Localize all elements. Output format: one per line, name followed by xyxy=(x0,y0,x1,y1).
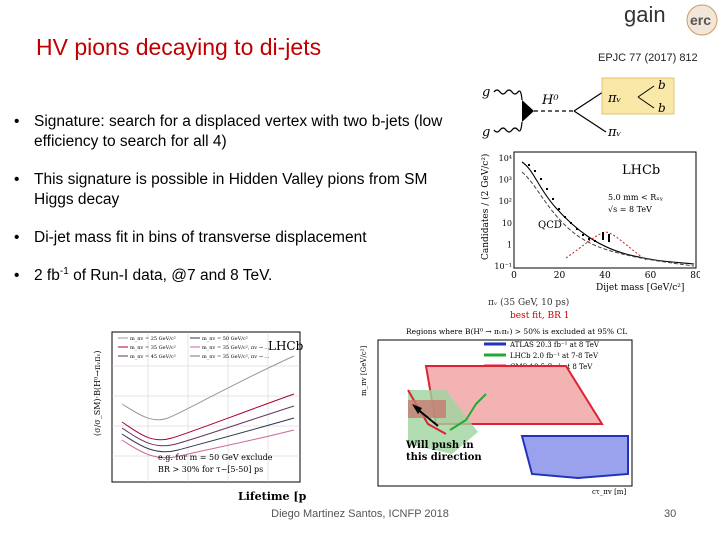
mass-plot-signal-caption: πᵥ (35 GeV, 10 ps) xyxy=(488,298,570,308)
reference-citation: EPJC 77 (2017) 812 xyxy=(598,52,698,64)
bullet-list: • Signature: search for a displaced verte… xyxy=(14,112,464,304)
piv-bottom-label: πᵥ xyxy=(607,125,622,140)
bullet-text: Di-jet mass fit in bins of transverse di… xyxy=(34,229,367,246)
limit-curve-gray xyxy=(121,355,295,421)
bullet-text-pre: 2 fb xyxy=(34,267,60,284)
bullet-text: Signature: search for a displaced vertex… xyxy=(34,113,443,150)
bullet-text-post: of Run-I data, @7 and 8 TeV. xyxy=(68,267,273,284)
limit-curve-purple xyxy=(121,405,295,447)
region-annotation-line2: this direction xyxy=(406,452,482,463)
b-top-line xyxy=(637,85,655,98)
logo-erc-text: erc xyxy=(690,12,711,28)
limit-legend-label: m_πv = 35 GeV/c², πv → ... xyxy=(202,354,270,360)
limit-curve-pink xyxy=(121,429,295,459)
mass-plot-legend-line1: 5.0 mm < Rₓᵧ xyxy=(608,193,663,202)
slide-footer: Diego Martinez Santos, ICNFP 2018 xyxy=(271,508,449,520)
gain-erc-logo: gain erc xyxy=(624,2,718,36)
atlas-excluded-region xyxy=(520,435,629,480)
mass-plot-experiment: LHCb xyxy=(622,163,660,178)
displaced-decay-box xyxy=(601,77,675,115)
mass-data-points-curve xyxy=(521,161,695,265)
region-plot-title: Regions where B(H⁰ → πᵥπᵥ) > 50% is excl… xyxy=(406,327,627,336)
limit-curve-dark xyxy=(121,417,295,453)
mass-xtick-label: 20 xyxy=(554,271,566,281)
erc-circle-icon xyxy=(686,4,718,36)
b-top-label: b xyxy=(658,78,666,92)
bullet-text: This signature is possible in Hidden Val… xyxy=(34,171,428,208)
limit-plot-xlabel: Lifetime [ps] xyxy=(238,490,306,503)
mass-data-markers xyxy=(528,164,610,242)
limit-plot-frame xyxy=(111,331,301,483)
mass-ytick-label: 10³ xyxy=(499,176,512,185)
limit-plot-note-line2: BR > 30% for τ~[5-50] ps xyxy=(158,465,263,474)
region-plot-xlabel: cτ_πv [m] xyxy=(592,488,626,496)
limit-plot-note-line1: e.g. for m = 50 GeV exclude xyxy=(158,453,273,462)
slide-title: HV pions decaying to di-jets xyxy=(36,34,322,60)
mass-plot-yticks: 10⁴ 10³ 10² 10 1 10⁻¹ xyxy=(494,154,512,271)
mass-plot-frame xyxy=(513,151,697,269)
mass-ytick-label: 10² xyxy=(499,197,512,206)
piv-bottom-line xyxy=(573,110,607,133)
limit-plot-experiment: LHCb xyxy=(268,339,304,353)
gluon-top-label: g xyxy=(482,85,490,100)
limit-legend-label: m_πv = 50 GeV/c² xyxy=(202,336,248,342)
mass-ytick-label: 1 xyxy=(507,240,512,249)
mass-xtick-label: 60 xyxy=(645,271,657,281)
limit-legend-label: m_πv = 25 GeV/c² xyxy=(130,336,176,342)
excluded-regions-plot: Regions where B(H⁰ → πᵥπᵥ) > 50% is excl… xyxy=(346,324,644,496)
higgs-label: H⁰ xyxy=(541,93,559,108)
bullet-item: • Di-jet mass fit in bins of transverse d… xyxy=(14,229,367,246)
bullet-item: • 2 fb-1 of Run-I data, @7 and 8 TeV. xyxy=(14,265,273,284)
mass-plot-xlabel: Dijet mass [GeV/c²] xyxy=(596,283,684,293)
mass-plot-xticks: 0 20 40 60 80 xyxy=(511,271,700,281)
limit-legend-label: m_πv = 35 GeV/c² xyxy=(130,345,176,351)
top-quark-loop xyxy=(522,100,534,122)
mass-xtick-label: 80 xyxy=(690,271,700,281)
limit-plot-legend: m_πv = 25 GeV/c² m_πv = 35 GeV/c² m_πv = 4… xyxy=(118,336,270,360)
b-bottom-label: b xyxy=(658,101,666,115)
legend-atlas-label: ATLAS 20.3 fb⁻¹ at 8 TeV xyxy=(509,341,600,349)
mass-xtick-label: 0 xyxy=(511,271,517,281)
mass-ytick-label: 10⁻¹ xyxy=(494,262,512,271)
page-number: 30 xyxy=(664,508,677,520)
overlap-region xyxy=(408,400,446,418)
logo-gain-text: gain xyxy=(624,2,666,27)
mass-plot-legend-line2: √s = 8 TeV xyxy=(608,205,652,214)
mass-plot-qcd-label: QCD xyxy=(538,220,562,231)
b-bottom-line xyxy=(637,96,655,109)
gluon-bottom-line xyxy=(493,121,523,133)
bullet-text-sup: -1 xyxy=(59,265,69,277)
lifetime-limit-plot: (σ/σ_SM)·B(H⁰→πᵥπᵥ) m_πv = 25 GeV/c²m_πv… xyxy=(88,326,306,504)
mass-xtick-label: 40 xyxy=(599,271,611,281)
mass-ytick-label: 10 xyxy=(502,219,512,228)
region-plot-frame xyxy=(377,339,633,487)
lhcb-boundary-line xyxy=(449,393,487,431)
piv-top-label: πᵥ xyxy=(607,91,622,106)
limit-legend-label: m_πv = 35 GeV/c², πv → ... xyxy=(202,345,270,351)
svg-text:(σ/σ_SM)·B(H⁰→πᵥπᵥ): (σ/σ_SM)·B(H⁰→πᵥπᵥ) xyxy=(93,350,102,436)
region-annotation-line1: Will push in xyxy=(405,440,474,451)
push-arrow-head-icon xyxy=(412,404,422,414)
gluon-top-line xyxy=(493,89,523,101)
legend-lhcb-label: LHCb 2.0 fb⁻¹ at 7-8 TeV xyxy=(510,352,599,360)
limit-legend-label: m_πv = 45 GeV/c² xyxy=(130,354,176,360)
piv-top-line xyxy=(573,89,607,112)
limit-curve-red xyxy=(121,393,295,441)
mass-ytick-label: 10⁴ xyxy=(499,154,512,163)
feynman-diagram: g g H⁰ πᵥ b b πᵥ xyxy=(482,77,675,140)
gluon-bottom-label: g xyxy=(482,125,490,140)
mass-plot-ylabel: Candidates / (2 GeV/c²) xyxy=(480,154,491,260)
mass-qcd-curve xyxy=(521,171,695,267)
mass-plot-best-fit-label: best fit, BR 1 xyxy=(510,311,570,321)
bullet-item: • Signature: search for a displaced verte… xyxy=(14,113,443,150)
dijet-mass-plot: Candidates / (2 GeV/c²) 10⁴ 10³ 10² 10 1 10⁻¹… xyxy=(476,148,700,294)
bullet-item: • This signature is possible in Hidden Va… xyxy=(14,171,428,208)
region-plot-ylabel: m_πv [GeV/c²] xyxy=(360,345,368,396)
